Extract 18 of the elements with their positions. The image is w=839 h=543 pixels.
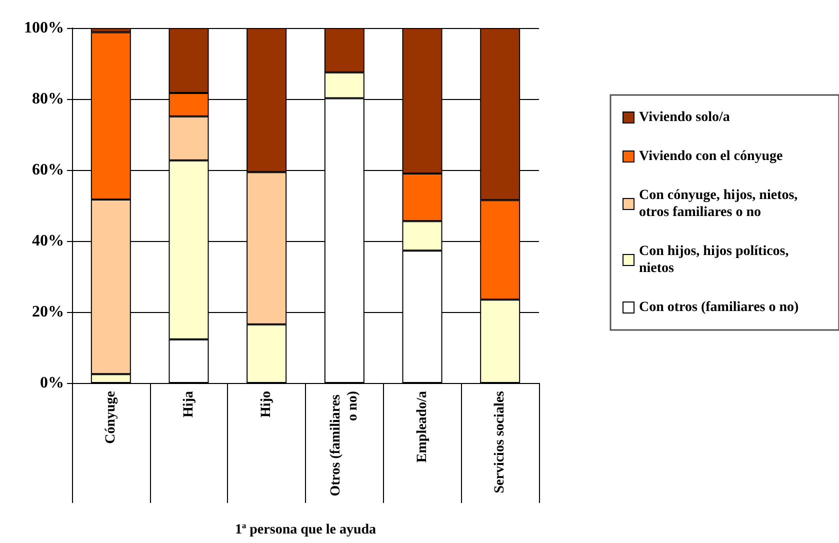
x-tick-label: Hija — [181, 391, 196, 418]
y-tick-label: 20% — [32, 304, 64, 320]
legend-label: Con cónyuge, hijos, nietos, otros familiares o no — [639, 188, 802, 220]
x-tick-label: Empleado/a — [414, 391, 430, 463]
x-tick-label: Otros (familiares o no) — [328, 390, 360, 496]
x-tick-label: Servicios sociales — [492, 390, 508, 494]
y-tick-label: 60% — [32, 162, 64, 178]
y-tick-label: 80% — [32, 90, 64, 108]
x-tick-label: Hijo — [259, 391, 274, 418]
y-tick-label: 0% — [40, 374, 64, 392]
x-tick-label: Cónyuge — [103, 391, 118, 444]
legend-label: Viviendo solo/a — [639, 110, 730, 125]
legend-label: Con hijos, hijos políticos, nietos — [639, 244, 792, 276]
legend-label: Viviendo con el cónyuge — [639, 149, 783, 164]
y-tick-label: 100% — [24, 20, 64, 36]
y-tick-label: 40% — [32, 232, 64, 250]
x-axis-title: 1ª persona que le ayuda — [234, 522, 376, 538]
legend-label: Con otros (familiares o no) — [639, 300, 800, 315]
